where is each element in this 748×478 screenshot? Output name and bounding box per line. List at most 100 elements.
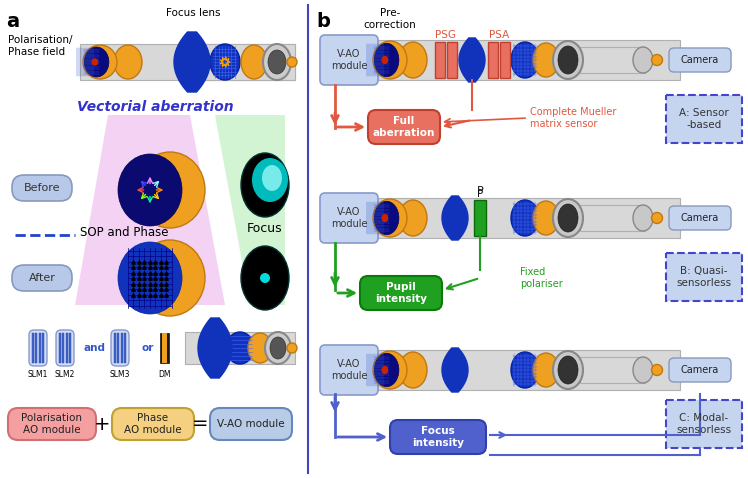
Text: SLM2: SLM2 (55, 370, 76, 379)
Polygon shape (174, 32, 210, 92)
Circle shape (652, 54, 663, 65)
Ellipse shape (558, 204, 578, 232)
Ellipse shape (633, 357, 653, 383)
Text: Full
aberration: Full aberration (373, 116, 435, 138)
Ellipse shape (381, 366, 388, 374)
FancyBboxPatch shape (12, 265, 72, 291)
Text: Polarisation/: Polarisation/ (8, 35, 73, 45)
Text: Fixed
polariser: Fixed polariser (520, 267, 562, 289)
Ellipse shape (553, 199, 583, 237)
Bar (59, 333, 61, 363)
Text: P: P (477, 189, 483, 199)
Text: b: b (316, 12, 330, 31)
Polygon shape (215, 115, 285, 305)
Ellipse shape (262, 165, 282, 191)
Bar (474, 200, 486, 236)
Bar (500, 42, 510, 78)
Bar (114, 333, 116, 363)
Text: V-AO
module: V-AO module (331, 359, 367, 381)
Text: +: + (94, 414, 110, 434)
Text: A: Sensor
-based: A: Sensor -based (679, 108, 729, 130)
Bar (378, 198, 680, 238)
FancyBboxPatch shape (390, 420, 486, 454)
Text: Before: Before (24, 183, 61, 193)
Ellipse shape (533, 353, 559, 387)
Text: Phase field: Phase field (8, 47, 65, 57)
Ellipse shape (135, 152, 205, 228)
Text: Focus lens: Focus lens (166, 8, 220, 18)
Text: SLM1: SLM1 (28, 370, 48, 379)
Text: B: Quasi-
sensorless: B: Quasi- sensorless (676, 266, 732, 288)
FancyBboxPatch shape (669, 48, 731, 72)
Text: Focus: Focus (247, 221, 283, 235)
Ellipse shape (135, 240, 205, 316)
Bar (435, 42, 445, 78)
FancyBboxPatch shape (112, 408, 194, 440)
FancyBboxPatch shape (669, 358, 731, 382)
Ellipse shape (533, 201, 559, 235)
Text: Focus
intensity: Focus intensity (412, 426, 464, 448)
FancyBboxPatch shape (320, 193, 378, 243)
Text: PSG: PSG (435, 30, 456, 40)
Ellipse shape (226, 332, 254, 364)
Text: Camera: Camera (681, 365, 719, 375)
Polygon shape (442, 348, 468, 392)
FancyBboxPatch shape (320, 345, 378, 395)
Ellipse shape (511, 200, 539, 236)
Ellipse shape (85, 47, 109, 77)
Ellipse shape (381, 56, 388, 64)
Ellipse shape (373, 199, 407, 237)
FancyBboxPatch shape (666, 253, 742, 301)
Ellipse shape (241, 45, 267, 79)
Ellipse shape (114, 45, 142, 79)
Polygon shape (442, 196, 468, 240)
Bar (205, 44, 295, 80)
Bar (121, 333, 123, 363)
Ellipse shape (558, 46, 578, 74)
Text: P: P (476, 186, 483, 196)
Text: V-AO
module: V-AO module (331, 207, 367, 229)
Bar (580, 357, 645, 383)
Bar (66, 333, 67, 363)
FancyBboxPatch shape (56, 330, 74, 366)
Bar (43, 333, 44, 363)
Ellipse shape (558, 356, 578, 384)
Text: Pupil
intensity: Pupil intensity (375, 282, 427, 304)
Bar (70, 333, 71, 363)
Bar (32, 333, 34, 363)
Polygon shape (198, 318, 232, 378)
Circle shape (260, 273, 270, 283)
Ellipse shape (241, 246, 289, 310)
Ellipse shape (533, 43, 559, 77)
Ellipse shape (374, 43, 399, 77)
Text: and: and (84, 343, 106, 353)
Bar (62, 333, 64, 363)
Bar (580, 47, 645, 73)
Bar (39, 333, 40, 363)
FancyBboxPatch shape (29, 330, 47, 366)
Ellipse shape (270, 337, 286, 359)
Ellipse shape (91, 58, 98, 66)
Polygon shape (75, 115, 225, 305)
Ellipse shape (374, 353, 399, 387)
FancyBboxPatch shape (666, 95, 742, 143)
Text: V-AO module: V-AO module (217, 419, 285, 429)
Text: Camera: Camera (681, 213, 719, 223)
Text: Phase
AO module: Phase AO module (124, 413, 182, 435)
Ellipse shape (381, 214, 388, 222)
FancyBboxPatch shape (12, 175, 72, 201)
Ellipse shape (633, 47, 653, 73)
Polygon shape (459, 38, 485, 82)
Ellipse shape (241, 153, 289, 217)
Ellipse shape (511, 352, 539, 388)
FancyBboxPatch shape (8, 408, 96, 440)
Ellipse shape (373, 351, 407, 389)
Circle shape (652, 365, 663, 376)
Bar (378, 350, 680, 390)
Bar (488, 42, 498, 78)
Circle shape (287, 343, 297, 353)
Bar (117, 333, 119, 363)
Text: C: Modal-
sensorless: C: Modal- sensorless (676, 413, 732, 435)
Text: =: = (191, 414, 208, 434)
Bar (35, 333, 37, 363)
